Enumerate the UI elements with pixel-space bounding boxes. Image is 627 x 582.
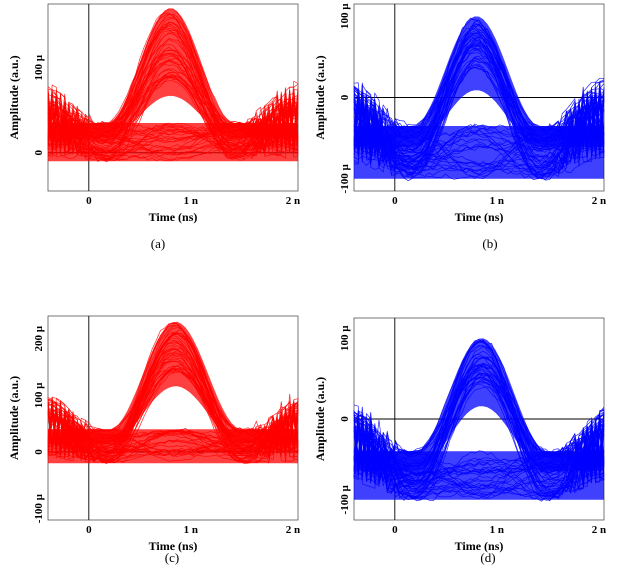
y-tick-label: 0 xyxy=(33,449,45,455)
x-axis-label: Time (ns) xyxy=(455,210,504,224)
y-tick-label: -100 µ xyxy=(33,493,45,523)
eye-traces-d xyxy=(353,338,605,502)
x-tick-label: 0 xyxy=(392,195,398,207)
eye-upper-band xyxy=(354,16,604,148)
y-axis-label: Amplitude (a.u.) xyxy=(7,55,21,139)
x-tick-label: 2 n xyxy=(286,195,300,207)
x-tick-label: 1 n xyxy=(184,195,198,207)
eye-traces-b xyxy=(353,16,605,182)
panel-d: 0 1 n 2 n -100 µ 0 100 µ Time (ns) Amplitude (a… xyxy=(313,317,606,565)
x-tick-label: 0 xyxy=(86,524,92,536)
x-tick-label: 2 n xyxy=(592,195,606,207)
x-tick-label: 1 n xyxy=(490,195,504,207)
y-tick-label: -100 µ xyxy=(339,485,351,515)
eye-upper-band xyxy=(48,321,298,443)
x-tick-label: 1 n xyxy=(490,524,504,536)
y-tick-label: 0 xyxy=(33,150,45,156)
y-tick-label: 100 µ xyxy=(33,54,45,80)
y-tick-label: 0 xyxy=(339,94,351,100)
eye-traces-c xyxy=(47,321,299,465)
y-tick-label: 100 µ xyxy=(339,325,351,351)
y-tick-label: 100 µ xyxy=(33,382,45,408)
y-axis-label: Amplitude (a.u.) xyxy=(313,55,327,139)
panel-caption: (d) xyxy=(480,550,495,565)
eye-traces-a xyxy=(47,8,299,163)
y-axis-label: Amplitude (a.u.) xyxy=(313,377,327,461)
x-tick-label: 0 xyxy=(392,524,398,536)
y-tick-label: 0 xyxy=(339,416,351,422)
eye-upper-band xyxy=(354,338,604,471)
eye-upper-band xyxy=(48,8,298,139)
y-tick-label: 100 µ xyxy=(339,3,351,29)
y-axis-label: Amplitude (a.u.) xyxy=(7,376,21,460)
plot-frame xyxy=(47,315,299,521)
panel-caption: (c) xyxy=(165,550,179,565)
x-axis-label: Time (ns) xyxy=(149,210,198,224)
x-axis-label: Time (ns) xyxy=(455,539,504,553)
x-tick-label: 1 n xyxy=(184,524,198,536)
panel-a: 0 1 n 2 n 0 100 µ Time (ns) Amplitude (a.u.) (a… xyxy=(7,3,300,251)
panel-caption: (b) xyxy=(482,236,497,251)
y-tick-label: 200 µ xyxy=(33,325,45,351)
x-tick-label: 2 n xyxy=(592,524,606,536)
x-tick-label: 2 n xyxy=(286,524,300,536)
panel-b: 0 1 n 2 n -100 µ 0 100 µ Time (ns) Amplitude (a… xyxy=(313,3,606,251)
x-tick-label: 0 xyxy=(86,195,92,207)
y-tick-label: -100 µ xyxy=(339,164,351,194)
panel-caption: (a) xyxy=(151,236,165,251)
x-axis-label: Time (ns) xyxy=(149,539,198,553)
panel-c: 0 1 n 2 n -100 µ 0 100 µ 200 µ Time (ns) Amplitu… xyxy=(7,315,300,565)
